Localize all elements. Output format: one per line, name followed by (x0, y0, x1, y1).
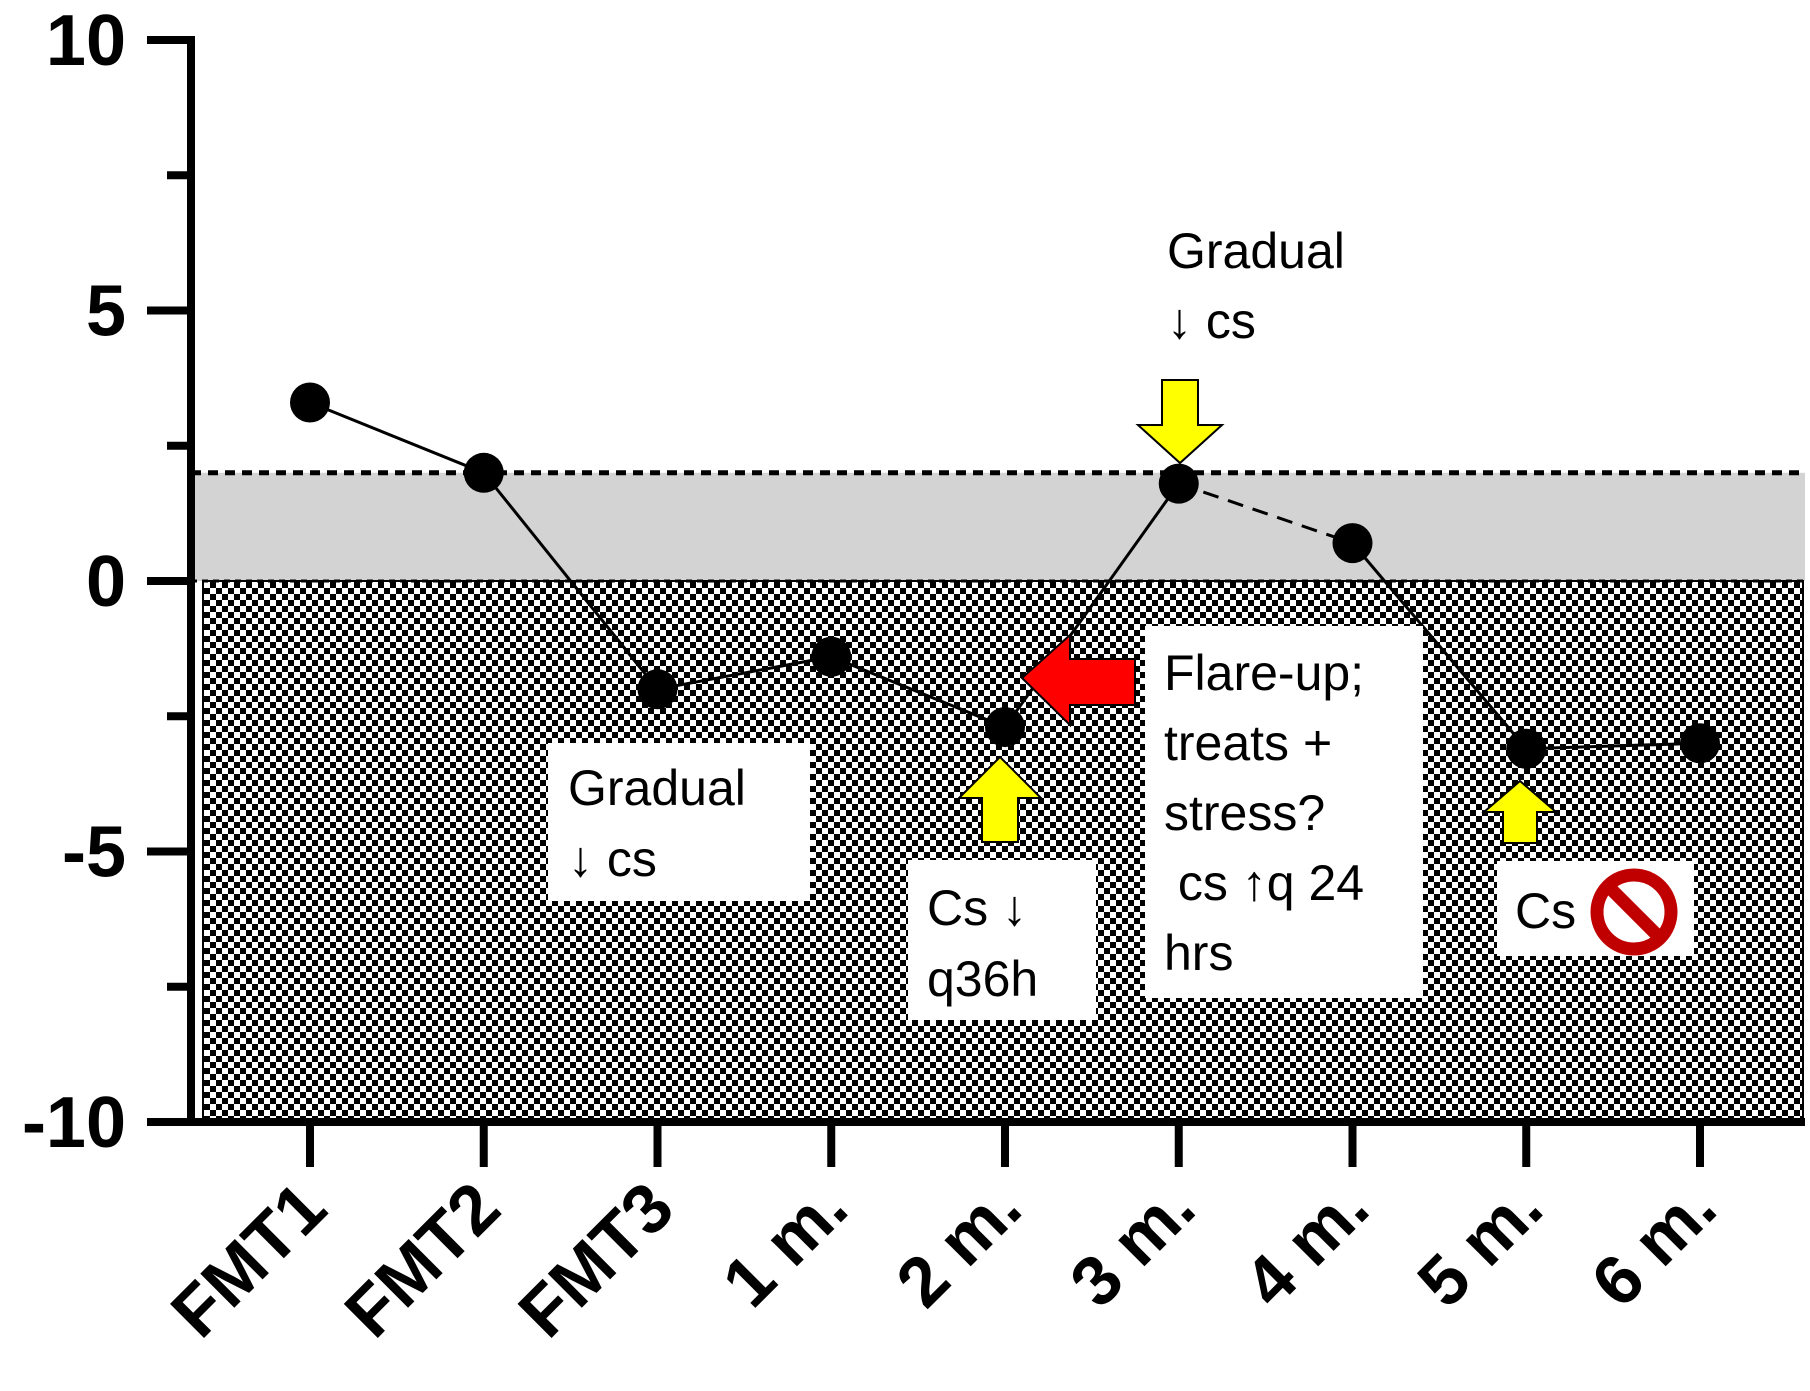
x-tick-label: FMT2 (330, 1167, 514, 1351)
x-tick-label: FMT1 (156, 1167, 340, 1351)
annotation-flare-line3: stress? (1164, 785, 1325, 841)
annotation-gradual-top-line2: ↓ cs (1167, 293, 1256, 349)
y-tick-label: -5 (62, 813, 126, 893)
yellow-up-arrow-2m (956, 755, 1044, 843)
data-point (463, 452, 504, 493)
series-segment (657, 655, 832, 691)
annotation-box-cs-q36h (908, 860, 1096, 1020)
annotation-gradual-top-line1: Gradual (1167, 223, 1345, 279)
series-segment (482, 471, 659, 691)
data-point (811, 636, 852, 677)
series-segment (1526, 741, 1701, 751)
annotation-box-flare (1145, 626, 1423, 998)
annotation-cs-q36h-line2: q36h (927, 951, 1038, 1007)
data-point (1158, 463, 1199, 504)
red-left-arrow (1020, 632, 1136, 728)
y-tick-label: 0 (86, 542, 126, 622)
series-segment (830, 655, 1006, 729)
yellow-down-arrow-3m (1135, 379, 1225, 465)
annotations: Gradual ↓ cs Cs ↓ q36h Gradual ↓ cs Flar… (548, 223, 1694, 1020)
series-segment (1178, 482, 1353, 545)
y-tick-label: 5 (86, 272, 126, 352)
x-tick-label: 5 m. (1403, 1167, 1557, 1321)
data-point (290, 382, 330, 423)
x-tick-label: 1 m. (708, 1167, 862, 1321)
x-tick-label: 3 m. (1055, 1167, 1209, 1321)
data-point (985, 707, 1025, 748)
annotation-flare-line1: Flare-up; (1164, 645, 1364, 701)
annotation-box-gradual-left (548, 743, 810, 901)
x-tick-label: FMT3 (504, 1167, 688, 1351)
yellow-up-arrow-5m (1481, 779, 1559, 844)
x-tick-label: 4 m. (1229, 1167, 1383, 1321)
x-tick-label: 2 m. (881, 1167, 1035, 1321)
series-segment (309, 401, 485, 475)
series-segment (1351, 542, 1528, 750)
series-markers (290, 382, 1720, 769)
series-line (309, 401, 1701, 751)
reference-band-checker (202, 580, 1804, 1123)
annotation-cs-q36h-line1: Cs ↓ (927, 880, 1027, 936)
y-tick-label: 10 (46, 1, 126, 81)
x-tick-label: 6 m. (1576, 1167, 1730, 1321)
data-point (1680, 723, 1720, 764)
annotation-flare-line5: hrs (1164, 925, 1233, 981)
annotation-gradual-left-line2: ↓ cs (568, 831, 657, 887)
data-point (1506, 728, 1547, 769)
annotation-cs-stop-label: Cs (1515, 883, 1576, 939)
annotation-flare-line2: treats + (1164, 715, 1332, 771)
prohibition-icon (1590, 868, 1678, 956)
data-point (1332, 523, 1373, 564)
data-point (637, 669, 678, 710)
reference-band-gray (191, 472, 1805, 581)
annotation-flare-line4: cs ↑q 24 (1164, 855, 1364, 911)
annotation-gradual-left-line1: Gradual (568, 760, 746, 816)
y-axis-ticks: 10 5 0 -5 -10 (22, 1, 191, 1163)
y-tick-label: -10 (22, 1083, 126, 1163)
